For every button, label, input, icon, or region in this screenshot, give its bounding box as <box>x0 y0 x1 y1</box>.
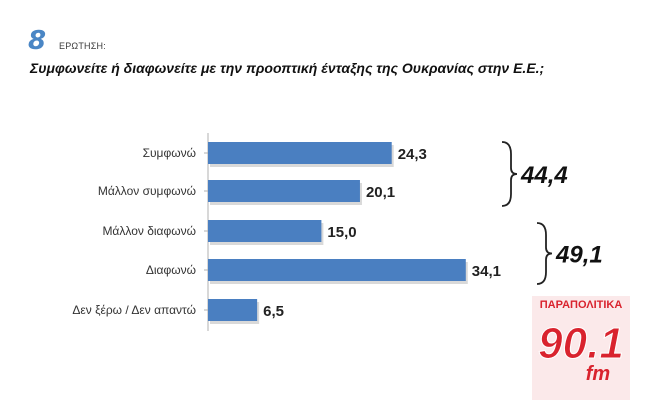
bar <box>208 142 392 164</box>
value-label: 34,1 <box>472 263 501 280</box>
logo-sub-text: fm <box>586 363 610 385</box>
category-label: Διαφωνώ <box>146 263 196 277</box>
question-label: ΕΡΩΤΗΣΗ: <box>59 41 106 51</box>
category-label: Συμφωνώ <box>143 146 196 160</box>
category-label: Μάλλον συμφωνώ <box>98 184 196 198</box>
category-label: Δεν ξέρω / Δεν απαντώ <box>72 303 196 317</box>
group-brace <box>536 222 553 285</box>
radio-logo: ΠΑΡΑΠΟΛΙΤΙΚΑ 90.1 fm <box>532 296 630 400</box>
question-text: Συμφωνείτε ή διαφωνείτε με την προοπτική… <box>30 60 545 76</box>
bar <box>208 180 360 202</box>
value-label: 15,0 <box>327 224 356 241</box>
logo-top-text: ΠΑΡΑΠΟΛΙΤΙΚΑ <box>540 299 623 311</box>
logo-main-text: 90.1 <box>538 319 624 368</box>
value-label: 24,3 <box>398 146 427 163</box>
value-label: 6,5 <box>263 303 284 320</box>
bar <box>208 299 258 321</box>
bar <box>208 259 466 281</box>
value-label: 20,1 <box>366 184 395 201</box>
logo-background <box>532 296 630 400</box>
category-label: Μάλλον διαφωνώ <box>102 224 196 238</box>
group-total-label: 44,4 <box>520 162 568 189</box>
group-brace <box>501 141 518 207</box>
group-total-label: 49,1 <box>555 242 603 269</box>
bar <box>208 220 322 242</box>
question-number: 8 <box>28 26 47 56</box>
